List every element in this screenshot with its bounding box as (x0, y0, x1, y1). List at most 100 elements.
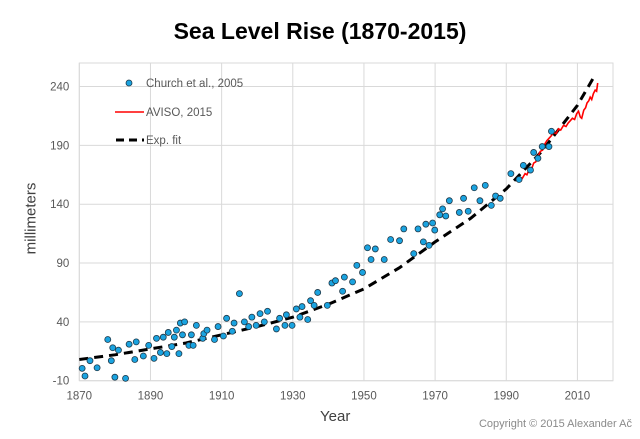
church-data-point (442, 212, 450, 220)
church-data-point (145, 341, 153, 349)
church-data-point (179, 331, 186, 339)
church-data-point (481, 181, 489, 189)
church-data-point (211, 336, 218, 343)
church-data-point (464, 207, 472, 215)
x-axis-label: Year (320, 408, 351, 425)
church-data-point (86, 357, 94, 365)
church-data-point (132, 338, 140, 346)
church-data-point (353, 261, 361, 269)
church-data-point (230, 319, 238, 327)
church-data-point (159, 333, 167, 341)
church-data-point (515, 176, 523, 183)
church-data-point (359, 269, 366, 276)
church-data-point (429, 219, 437, 227)
church-data-point (153, 334, 160, 342)
church-data-point (264, 307, 271, 315)
church-data-point (276, 314, 284, 322)
church-data-point (310, 301, 318, 309)
y-tick-label: 240 (50, 82, 69, 94)
church-data-point (470, 184, 478, 192)
church-data-point (157, 349, 164, 356)
church-data-point (236, 290, 243, 298)
church-data-point (228, 327, 236, 335)
church-data-point (380, 256, 388, 263)
church-data-point (273, 325, 280, 333)
church-data-point (496, 194, 504, 202)
church-data-point (367, 256, 375, 263)
church-data-point (189, 341, 197, 349)
y-tick-label: 140 (50, 199, 69, 211)
church-data-point (460, 194, 467, 202)
church-data-point (282, 311, 290, 319)
church-data-point (371, 245, 379, 253)
church-data-point (214, 323, 222, 330)
church-data-point (414, 225, 422, 233)
church-data-point (323, 301, 331, 309)
church-data-point (507, 170, 515, 178)
church-data-point (445, 197, 453, 205)
church-data-point (175, 350, 183, 358)
church-data-point (131, 356, 139, 363)
x-tick-label: 1930 (280, 391, 306, 403)
church-data-point (545, 143, 553, 150)
church-data-point (81, 372, 89, 380)
church-data-point (476, 197, 484, 205)
church-data-point (436, 211, 444, 219)
church-data-point (107, 357, 115, 365)
church-data-point (304, 316, 312, 323)
x-tick-label: 1950 (351, 391, 377, 403)
church-data-point (173, 326, 180, 334)
church-data-point (364, 244, 371, 252)
church-data-point (349, 278, 356, 286)
y-tick-label: 90 (57, 258, 70, 270)
church-data-point (187, 331, 195, 339)
church-data-point (219, 332, 227, 340)
church-data-point (223, 314, 231, 322)
church-data-point (332, 277, 339, 285)
legend-label-exp-fit: Exp. fit (146, 135, 182, 147)
chart-title: Sea Level Rise (1870-2015) (173, 18, 467, 44)
church-data-point (192, 321, 200, 329)
aviso-line (516, 82, 599, 183)
church-data-point (298, 303, 306, 310)
x-tick-label: 1910 (209, 391, 235, 403)
church-data-point (111, 373, 119, 381)
church-data-point (164, 329, 172, 336)
church-data-point (252, 321, 260, 329)
church-data-point (125, 340, 133, 348)
church-data-point (410, 250, 418, 258)
church-data-point (387, 236, 395, 243)
y-tick-label: 190 (50, 140, 69, 152)
church-data-point (181, 318, 189, 326)
church-data-point (425, 241, 433, 249)
exp-fit-line (79, 74, 597, 361)
church-data-point (203, 326, 211, 334)
church-data-point (115, 346, 122, 354)
church-data-point (281, 321, 289, 329)
church-data-point (150, 354, 158, 362)
church-data-point (455, 209, 463, 216)
x-tick-label: 1890 (138, 391, 164, 403)
church-data-point (168, 343, 176, 350)
x-tick-label: 1970 (422, 391, 448, 403)
church-data-point (163, 350, 171, 358)
copyright-notice: Copyright © 2015 Alexander Ač (478, 418, 632, 430)
y-tick-label: -10 (53, 376, 70, 388)
church-data-point (288, 321, 296, 329)
church-data-point (538, 143, 546, 150)
church-data-point (93, 364, 101, 372)
church-data-point (396, 237, 403, 245)
church-data-point (104, 336, 112, 343)
church-data-point (519, 161, 527, 169)
church-data-point (296, 313, 304, 321)
church-data-point (439, 205, 446, 213)
x-tick-label: 2010 (565, 391, 591, 403)
y-tick-label: 40 (57, 317, 70, 329)
church-data-point (548, 127, 555, 135)
church-data-point (431, 226, 439, 234)
legend-marker-church (125, 79, 133, 87)
church-data-point (248, 313, 256, 321)
church-data-point (419, 238, 427, 246)
church-data-point (78, 364, 86, 372)
